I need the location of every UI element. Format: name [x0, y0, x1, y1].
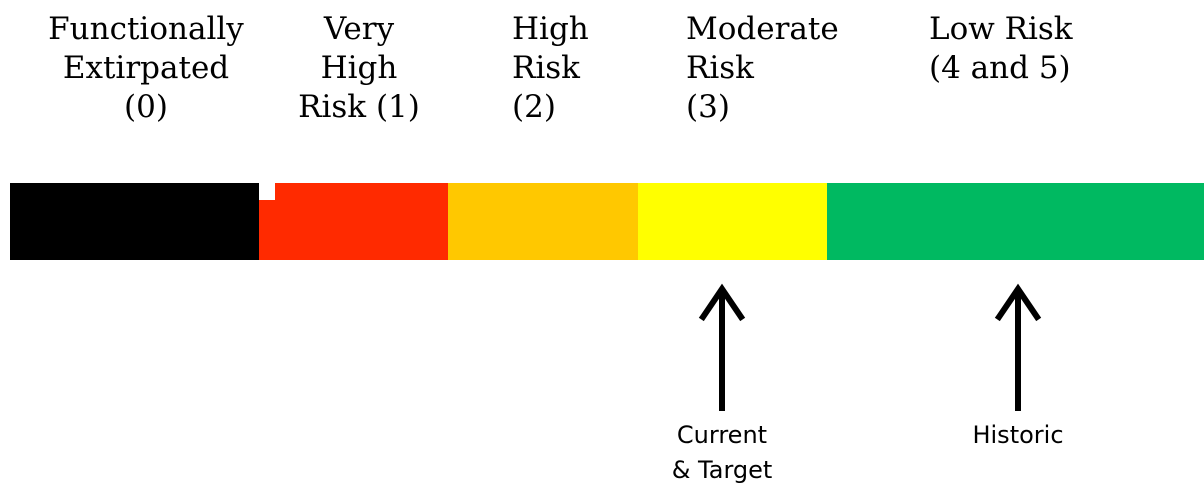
historic-label: Historic — [972, 421, 1064, 449]
label-functionally-extirpated: Functionally Extirpated (0) — [48, 11, 244, 125]
risk-scale-bar — [10, 183, 1204, 260]
historic-arrow-icon — [994, 283, 1042, 411]
segment-moderate-risk — [638, 183, 827, 260]
current-target-label: Current & Target — [671, 421, 773, 484]
label-moderate-risk: Moderate Risk (3) — [686, 11, 839, 125]
label-high-risk: High Risk (2) — [512, 11, 589, 125]
bar-notch — [259, 183, 275, 200]
label-low-risk: Low Risk (4 and 5) — [929, 11, 1073, 86]
segment-high-risk — [448, 183, 638, 260]
segment-functionally-extirpated — [10, 183, 259, 260]
segment-very-high-risk — [259, 183, 448, 260]
segment-low-risk — [827, 183, 1204, 260]
label-very-high-risk: Very High Risk (1) — [298, 11, 420, 125]
current-target-arrow-icon — [698, 283, 746, 411]
